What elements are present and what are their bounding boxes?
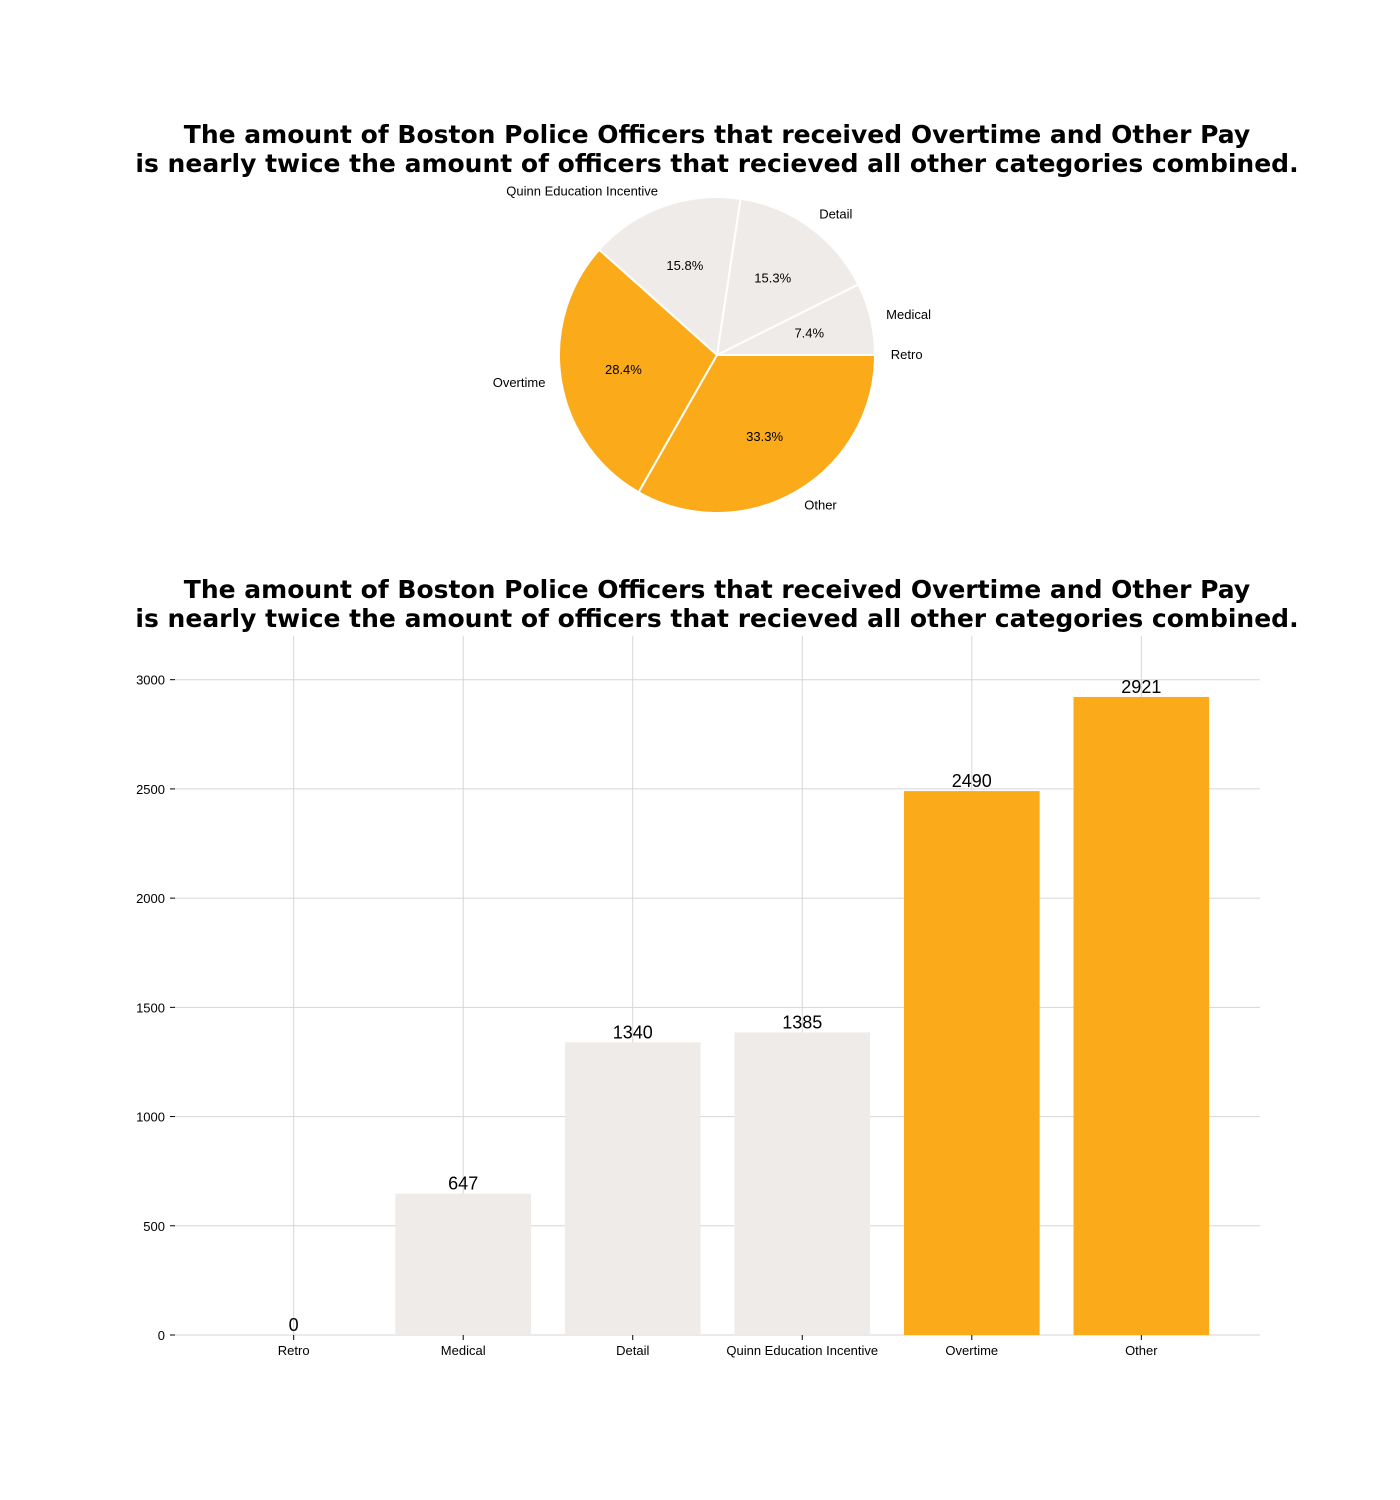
bar-value-label-other: 2921: [1121, 677, 1161, 697]
x-tick-label-detail: Detail: [616, 1343, 649, 1358]
pie-slice-other: [637, 354, 877, 514]
bar-overtime: [903, 791, 1040, 1335]
pie-pct-label-detail: 15.3%: [754, 270, 791, 285]
pie-category-label-detail: Detail: [819, 206, 852, 221]
x-tick-label-quinn-education-incentive: Quinn Education Incentive: [726, 1343, 878, 1358]
x-tick-label-overtime: Overtime: [945, 1343, 998, 1358]
bar-other: [1073, 696, 1210, 1335]
pie-category-label-overtime: Overtime: [493, 375, 546, 390]
pie-category-label-quinn-education-incentive: Quinn Education Incentive: [506, 184, 658, 199]
pie-pct-label-overtime: 28.4%: [605, 362, 642, 377]
bar-title-line-1: The amount of Boston Police Officers tha…: [184, 575, 1250, 604]
x-tick-label-medical: Medical: [441, 1343, 486, 1358]
bar-chart: 0 500 1000 1500 2000 2500 3000 Retro 0 Medical 647…: [136, 636, 1260, 1358]
y-tick-label-2000: 2000: [136, 891, 165, 906]
bar-value-label-detail: 1340: [613, 1022, 653, 1042]
x-tick-label-retro: Retro: [278, 1343, 310, 1358]
bar-medical: [395, 1193, 532, 1335]
pie-title-line-2: is nearly twice the amount of officers t…: [135, 149, 1298, 178]
bar-value-label-quinn-education-incentive: 1385: [782, 1012, 822, 1032]
pie-title-line-1: The amount of Boston Police Officers tha…: [184, 120, 1250, 149]
y-tick-label-1500: 1500: [136, 1000, 165, 1015]
pie-slice-quinn-education-incentive: [597, 196, 742, 357]
bar-value-label-retro: 0: [289, 1315, 299, 1335]
pie-category-label-medical: Medical: [886, 307, 931, 322]
pie-slice-overtime: [558, 248, 719, 494]
x-tick-label-other: Other: [1125, 1343, 1158, 1358]
y-tick-label-3000: 3000: [136, 673, 165, 688]
y-tick-label-500: 500: [143, 1219, 165, 1234]
pie-category-label-retro: Retro: [891, 347, 923, 362]
bar-quinn-education-incentive: [734, 1032, 871, 1335]
pie-category-label-other: Other: [804, 497, 837, 512]
pie-slice-detail: [715, 197, 860, 357]
y-tick-label-1000: 1000: [136, 1110, 165, 1125]
bar-value-label-overtime: 2490: [952, 771, 992, 791]
y-tick-label-0: 0: [158, 1328, 165, 1343]
pie-pct-label-quinn-education-incentive: 15.8%: [666, 258, 703, 273]
bar-value-label-medical: 647: [448, 1174, 478, 1194]
y-tick-label-2500: 2500: [136, 782, 165, 797]
bar-detail: [564, 1042, 701, 1335]
pie-pct-label-medical: 7.4%: [794, 325, 824, 340]
pie-chart: 0.0%Retro7.4%Medical15.3%Detail15.8%Quin…: [493, 184, 931, 514]
pie-pct-label-other: 33.3%: [746, 429, 783, 444]
bar-title-line-2: is nearly twice the amount of officers t…: [135, 604, 1298, 633]
